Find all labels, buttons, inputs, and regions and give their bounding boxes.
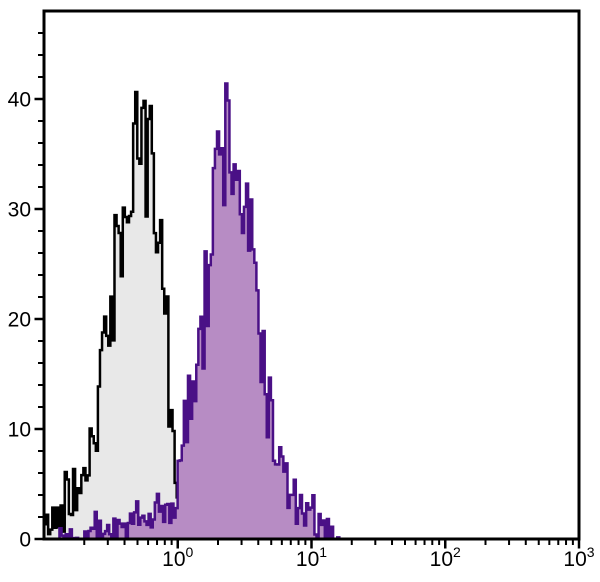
x-tick-label: 101 xyxy=(296,544,327,571)
y-tick-label: 30 xyxy=(8,199,31,222)
y-tick-label: 20 xyxy=(8,309,31,332)
histograms xyxy=(44,82,344,539)
histogram-stained-sample-outline xyxy=(57,82,344,539)
y-tick-label: 0 xyxy=(19,529,31,552)
y-axis: 0 10 20 30 40 xyxy=(8,32,44,552)
y-tick-label: 40 xyxy=(8,89,31,112)
x-tick-label: 103 xyxy=(563,544,594,571)
x-tick-label: 102 xyxy=(430,544,461,571)
x-tick-label: 100 xyxy=(162,544,193,571)
histogram-negative-control-fill xyxy=(44,92,217,539)
x-axis: 100 101 102 103 xyxy=(83,539,595,571)
y-tick-label: 10 xyxy=(8,419,31,442)
